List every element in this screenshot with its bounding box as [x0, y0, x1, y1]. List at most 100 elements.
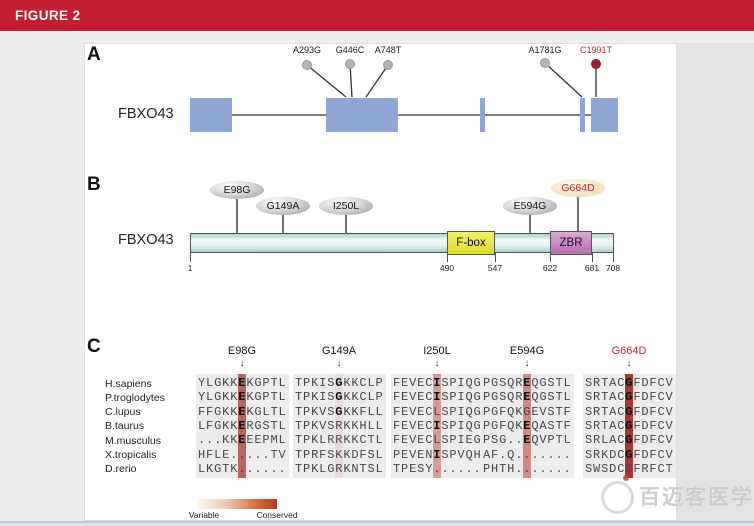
conserved-column-highlight	[433, 374, 441, 478]
sequence-row: FEVECISPIQG	[393, 418, 482, 433]
tick-mark	[613, 253, 614, 262]
intron-line	[190, 114, 618, 116]
bottom-divider	[0, 521, 754, 523]
tick-mark	[447, 253, 448, 262]
mutation-column-header: E594G	[509, 345, 545, 357]
gene-mutation-label: A748T	[374, 45, 402, 55]
sequence-row: FEVECLSPIEG	[393, 433, 482, 448]
gene-mutation-label: G446C	[335, 45, 365, 55]
mutation-lollipop-icon	[302, 60, 312, 70]
mutation-lollipop-icon	[540, 58, 550, 68]
mutated-residue: I	[433, 376, 442, 390]
legend-variable-label: Variable	[188, 510, 220, 520]
sequence-row: PGSQREQGSTL	[483, 390, 572, 405]
exon-box	[326, 98, 398, 132]
mutation-column-header: E98G	[227, 345, 257, 357]
species-label: D.rerio	[105, 463, 137, 476]
protein-mutation-chip: E594G	[503, 197, 557, 215]
panel-b-label: B	[87, 174, 101, 195]
mutated-residue: I	[433, 390, 442, 405]
panel-c-label: C	[87, 336, 101, 357]
tick-label: 708	[605, 263, 621, 273]
species-label: B.taurus	[105, 420, 145, 433]
species-label: M.musculus	[105, 434, 162, 447]
mutated-residue: G	[625, 376, 634, 390]
mutated-residue: G	[625, 404, 634, 419]
sequence-row: TPRFSKKDFSL	[295, 447, 384, 462]
tick-label: 1	[187, 263, 193, 273]
down-arrow-icon: ↓	[434, 358, 440, 369]
sequence-row: PHTH.......	[483, 461, 572, 476]
gene-mutation-label: A293G	[292, 45, 322, 55]
sequence-row: HFLE.....TV	[198, 447, 287, 462]
species-label: P.troglodytes	[105, 391, 165, 404]
mutated-residue: E	[523, 376, 532, 390]
domain-box: ZBR	[550, 231, 592, 255]
protein-mutation-chip: E98G	[210, 181, 264, 199]
domain-box: F-box	[447, 231, 495, 255]
mutated-residue: E	[523, 390, 532, 405]
sequence-row: PGFQKGEVSTF	[483, 404, 572, 419]
protein-bar	[190, 233, 614, 253]
mutation-lollipop-icon	[591, 59, 601, 69]
sequence-row: PEVENISPVQH	[393, 447, 482, 462]
figure-title: FIGURE 2	[15, 8, 81, 23]
conserved-column-highlight	[523, 374, 531, 478]
watermark-logo-dot-icon	[623, 475, 629, 481]
sequence-row: FEVECISPIQG	[393, 376, 482, 390]
mutated-residue: G	[335, 404, 344, 419]
species-label: C.lupus	[105, 406, 141, 419]
species-label: H.sapiens	[105, 377, 152, 390]
legend-conserved-label: Conserved	[256, 510, 298, 520]
mutated-residue: G	[625, 433, 634, 448]
watermark: 百迈客医学	[598, 472, 754, 518]
watermark-logo-icon	[601, 481, 634, 514]
sequence-row: SRTACGFDFCV	[585, 376, 674, 390]
mutation-column-header: G664D	[611, 345, 647, 357]
sequence-row: SRTACGFDFCV	[585, 404, 674, 419]
sequence-row: YLGKKEKGPTL	[198, 376, 287, 390]
mutation-column-header: I250L	[423, 345, 451, 357]
sequence-row: TPKLGRKNTSL	[295, 461, 384, 476]
tick-label: 490	[439, 263, 455, 273]
conserved-column-highlight	[238, 374, 246, 478]
sequence-row: LKGTK......	[198, 461, 287, 476]
mutated-residue: E	[238, 418, 247, 433]
mutated-residue: E	[238, 433, 247, 448]
sequence-row: YLGKKEKGPTL	[198, 390, 287, 405]
bottom-strip	[0, 523, 754, 526]
mutated-residue: E	[523, 433, 532, 448]
conservation-gradient-bar	[198, 499, 277, 509]
mutation-column-header: G149A	[321, 345, 357, 357]
watermark-text: 百迈客医学	[639, 486, 754, 509]
mutation-lollipop-icon	[345, 59, 355, 69]
sequence-row: SRTACGFDFCV	[585, 418, 674, 433]
mutated-residue: G	[335, 390, 344, 405]
tick-label: 681	[584, 263, 600, 273]
sequence-row: PGFQKEQASTF	[483, 418, 572, 433]
sequence-row: FFGKKEKGLTL	[198, 404, 287, 419]
right-margin	[677, 43, 754, 521]
figure-banner: FIGURE 2	[0, 0, 754, 31]
sequence-row: FEVECISPIQG	[393, 390, 482, 405]
species-label: X.tropicalis	[105, 449, 157, 462]
down-arrow-icon: ↓	[239, 358, 245, 369]
tick-mark	[190, 253, 191, 262]
gene-mutation-label: A1781G	[528, 45, 562, 55]
down-arrow-icon: ↓	[524, 358, 530, 369]
mutated-residue: G	[625, 447, 634, 462]
sequence-row: PSG..EQVPTL	[483, 433, 572, 448]
sequence-row: LFGKKERGSTL	[198, 418, 287, 433]
sequence-row: SRKDCGFDFCV	[585, 447, 674, 462]
protein-mutation-chip: I250L	[319, 197, 373, 215]
conserved-column-highlight	[335, 374, 343, 478]
tick-label: 622	[542, 263, 558, 273]
down-arrow-icon: ↓	[336, 358, 342, 369]
sequence-row: SWSDCSFRFCT	[585, 461, 674, 476]
protein-name-label: FBXO43	[118, 232, 174, 248]
mutated-residue: E	[523, 418, 532, 433]
gene-mutation-label: C1991T	[579, 45, 613, 55]
sequence-row: TPKLRRKKCTL	[295, 433, 384, 448]
sequence-row: TPKVSGKKFLL	[295, 404, 384, 419]
gene-name-label: FBXO43	[118, 106, 174, 122]
